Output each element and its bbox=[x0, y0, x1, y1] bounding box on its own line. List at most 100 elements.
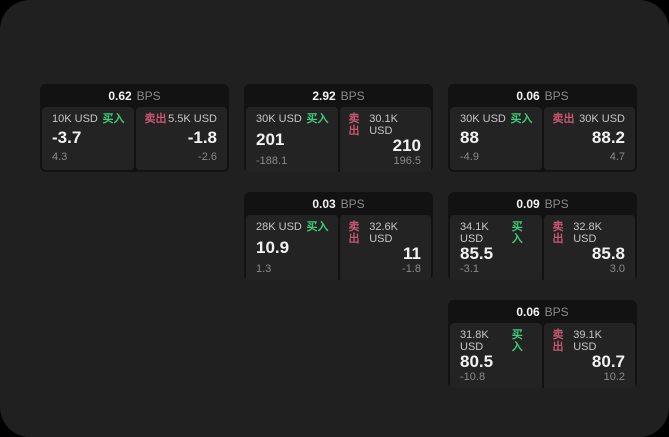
buy-quote-tile[interactable]: 30K USD 买入 201 -188.1 bbox=[246, 107, 338, 172]
spread-value: 0.06 bbox=[516, 304, 540, 319]
sell-size-label: 32.8K USD bbox=[573, 221, 602, 245]
sell-price: 80.7 bbox=[591, 352, 625, 371]
sell-quote-tile[interactable]: 卖出 30.1K USD 210 196.5 bbox=[339, 107, 431, 172]
sell-side-label: 卖出 bbox=[348, 221, 360, 245]
quote-card: 0.06 BPS 30K USD 买入 88 -4.9 卖出 30K USD bbox=[448, 84, 637, 172]
sell-side-label: 卖出 bbox=[552, 221, 564, 245]
buy-price: 85.5 bbox=[460, 244, 494, 263]
spread-value: 0.06 bbox=[516, 88, 540, 103]
spread-header: 0.62 BPS bbox=[40, 84, 229, 107]
sell-quote-tile[interactable]: 卖出 5.5K USD -1.8 -2.6 bbox=[135, 107, 227, 170]
buy-size-label: 31.8K USD bbox=[460, 329, 489, 353]
buy-price: 201 bbox=[256, 130, 285, 149]
sell-delta: 196.5 bbox=[393, 155, 421, 167]
buy-quote-tile[interactable]: 34.1K USD 买入 85.5 -3.1 bbox=[450, 215, 542, 280]
spread-unit-label: BPS bbox=[136, 88, 161, 103]
buy-side-label: 买入 bbox=[306, 221, 329, 233]
quote-panels: 28K USD 买入 10.9 1.3 卖出 32.6K USD 11 -1.8 bbox=[244, 215, 433, 280]
buy-size-label: 28K USD bbox=[256, 221, 302, 233]
buy-price: -3.7 bbox=[52, 128, 82, 147]
spread-unit-label: BPS bbox=[340, 88, 365, 103]
sell-tile-top-row: 卖出 5.5K USD bbox=[145, 113, 218, 125]
sell-delta: 4.7 bbox=[609, 151, 625, 163]
sell-tile-top-row: 卖出 32.8K USD bbox=[553, 221, 626, 245]
buy-quote-tile[interactable]: 28K USD 买入 10.9 1.3 bbox=[246, 215, 338, 280]
sell-tile-top-row: 卖出 30K USD bbox=[553, 113, 626, 125]
buy-quote-tile[interactable]: 10K USD 买入 -3.7 4.3 bbox=[42, 107, 134, 170]
buy-tile-top-row: 31.8K USD 买入 bbox=[460, 329, 533, 353]
quote-panels: 30K USD 买入 201 -188.1 卖出 30.1K USD 210 1… bbox=[244, 107, 433, 172]
buy-side-label: 买入 bbox=[510, 113, 533, 125]
quote-card-grid: 0.62 BPS 10K USD 买入 -3.7 4.3 卖出 5.5K USD bbox=[40, 84, 637, 388]
sell-quote-tile[interactable]: 卖出 32.8K USD 85.8 3.0 bbox=[543, 215, 635, 280]
sell-price: 210 bbox=[392, 136, 421, 155]
sell-quote-tile[interactable]: 卖出 30K USD 88.2 4.7 bbox=[543, 107, 635, 170]
quote-card: 0.09 BPS 34.1K USD 买入 85.5 -3.1 卖出 32.8K… bbox=[448, 192, 637, 280]
sell-delta: -2.6 bbox=[198, 151, 217, 163]
buy-side-label: 买入 bbox=[511, 329, 523, 353]
spread-value: 0.09 bbox=[516, 196, 540, 211]
sell-size-label: 32.6K USD bbox=[369, 221, 398, 245]
quote-card: 0.03 BPS 28K USD 买入 10.9 1.3 卖出 32.6K US… bbox=[244, 192, 433, 280]
buy-size-label: 30K USD bbox=[460, 113, 506, 125]
quote-panels: 31.8K USD 买入 80.5 -10.8 卖出 39.1K USD 80.… bbox=[448, 323, 637, 388]
spread-value: 2.92 bbox=[312, 88, 336, 103]
spread-header: 0.03 BPS bbox=[244, 192, 433, 215]
buy-quote-tile[interactable]: 31.8K USD 买入 80.5 -10.8 bbox=[450, 323, 542, 388]
buy-tile-top-row: 30K USD 买入 bbox=[460, 113, 533, 125]
sell-price: 85.8 bbox=[591, 244, 625, 263]
spread-value: 0.62 bbox=[108, 88, 132, 103]
buy-price: 10.9 bbox=[256, 238, 290, 257]
sell-delta: 10.2 bbox=[603, 371, 625, 383]
sell-quote-tile[interactable]: 卖出 39.1K USD 80.7 10.2 bbox=[543, 323, 635, 388]
buy-size-label: 34.1K USD bbox=[460, 221, 489, 245]
quote-card: 0.06 BPS 31.8K USD 买入 80.5 -10.8 卖出 39.1… bbox=[448, 300, 637, 388]
buy-delta: -10.8 bbox=[460, 371, 486, 383]
sell-side-label: 卖出 bbox=[144, 113, 167, 125]
spread-header: 2.92 BPS bbox=[244, 84, 433, 107]
spread-value: 0.03 bbox=[312, 196, 336, 211]
buy-delta: 1.3 bbox=[256, 263, 272, 275]
buy-side-label: 买入 bbox=[306, 113, 329, 125]
buy-delta: -188.1 bbox=[256, 155, 288, 167]
sell-size-label: 39.1K USD bbox=[573, 329, 602, 353]
buy-side-label: 买入 bbox=[102, 113, 125, 125]
sell-price: 88.2 bbox=[591, 128, 625, 147]
spread-unit-label: BPS bbox=[544, 196, 569, 211]
buy-side-label: 买入 bbox=[511, 221, 523, 245]
spread-unit-label: BPS bbox=[340, 196, 365, 211]
quote-panels: 34.1K USD 买入 85.5 -3.1 卖出 32.8K USD 85.8… bbox=[448, 215, 637, 280]
quote-card: 0.62 BPS 10K USD 买入 -3.7 4.3 卖出 5.5K USD bbox=[40, 84, 229, 172]
sell-tile-top-row: 卖出 39.1K USD bbox=[553, 329, 626, 353]
buy-tile-top-row: 10K USD 买入 bbox=[52, 113, 125, 125]
buy-delta: -3.1 bbox=[460, 263, 479, 275]
buy-delta: 4.3 bbox=[52, 151, 68, 163]
quote-card: 2.92 BPS 30K USD 买入 201 -188.1 卖出 30.1K … bbox=[244, 84, 433, 172]
sell-quote-tile[interactable]: 卖出 32.6K USD 11 -1.8 bbox=[339, 215, 431, 280]
buy-price: 88 bbox=[460, 128, 479, 147]
buy-delta: -4.9 bbox=[460, 151, 479, 163]
sell-size-label: 5.5K USD bbox=[168, 113, 217, 125]
sell-side-label: 卖出 bbox=[348, 113, 360, 137]
sell-tile-top-row: 卖出 30.1K USD bbox=[349, 113, 422, 137]
quote-panels: 30K USD 买入 88 -4.9 卖出 30K USD 88.2 4.7 bbox=[448, 107, 637, 172]
spread-header: 0.06 BPS bbox=[448, 300, 637, 323]
sell-price: -1.8 bbox=[187, 128, 217, 147]
sell-delta: -1.8 bbox=[402, 263, 421, 275]
buy-size-label: 30K USD bbox=[256, 113, 302, 125]
sell-delta: 3.0 bbox=[609, 263, 625, 275]
buy-tile-top-row: 30K USD 买入 bbox=[256, 113, 329, 125]
buy-quote-tile[interactable]: 30K USD 买入 88 -4.9 bbox=[450, 107, 542, 170]
sell-size-label: 30.1K USD bbox=[369, 113, 398, 137]
buy-tile-top-row: 34.1K USD 买入 bbox=[460, 221, 533, 245]
sell-size-label: 30K USD bbox=[579, 113, 625, 125]
sell-side-label: 卖出 bbox=[552, 113, 575, 125]
spread-unit-label: BPS bbox=[544, 88, 569, 103]
sell-price: 11 bbox=[403, 244, 421, 263]
sell-tile-top-row: 卖出 32.6K USD bbox=[349, 221, 422, 245]
buy-price: 80.5 bbox=[460, 352, 494, 371]
sell-side-label: 卖出 bbox=[552, 329, 564, 353]
spread-header: 0.09 BPS bbox=[448, 192, 637, 215]
quote-panels: 10K USD 买入 -3.7 4.3 卖出 5.5K USD -1.8 -2.… bbox=[40, 107, 229, 172]
